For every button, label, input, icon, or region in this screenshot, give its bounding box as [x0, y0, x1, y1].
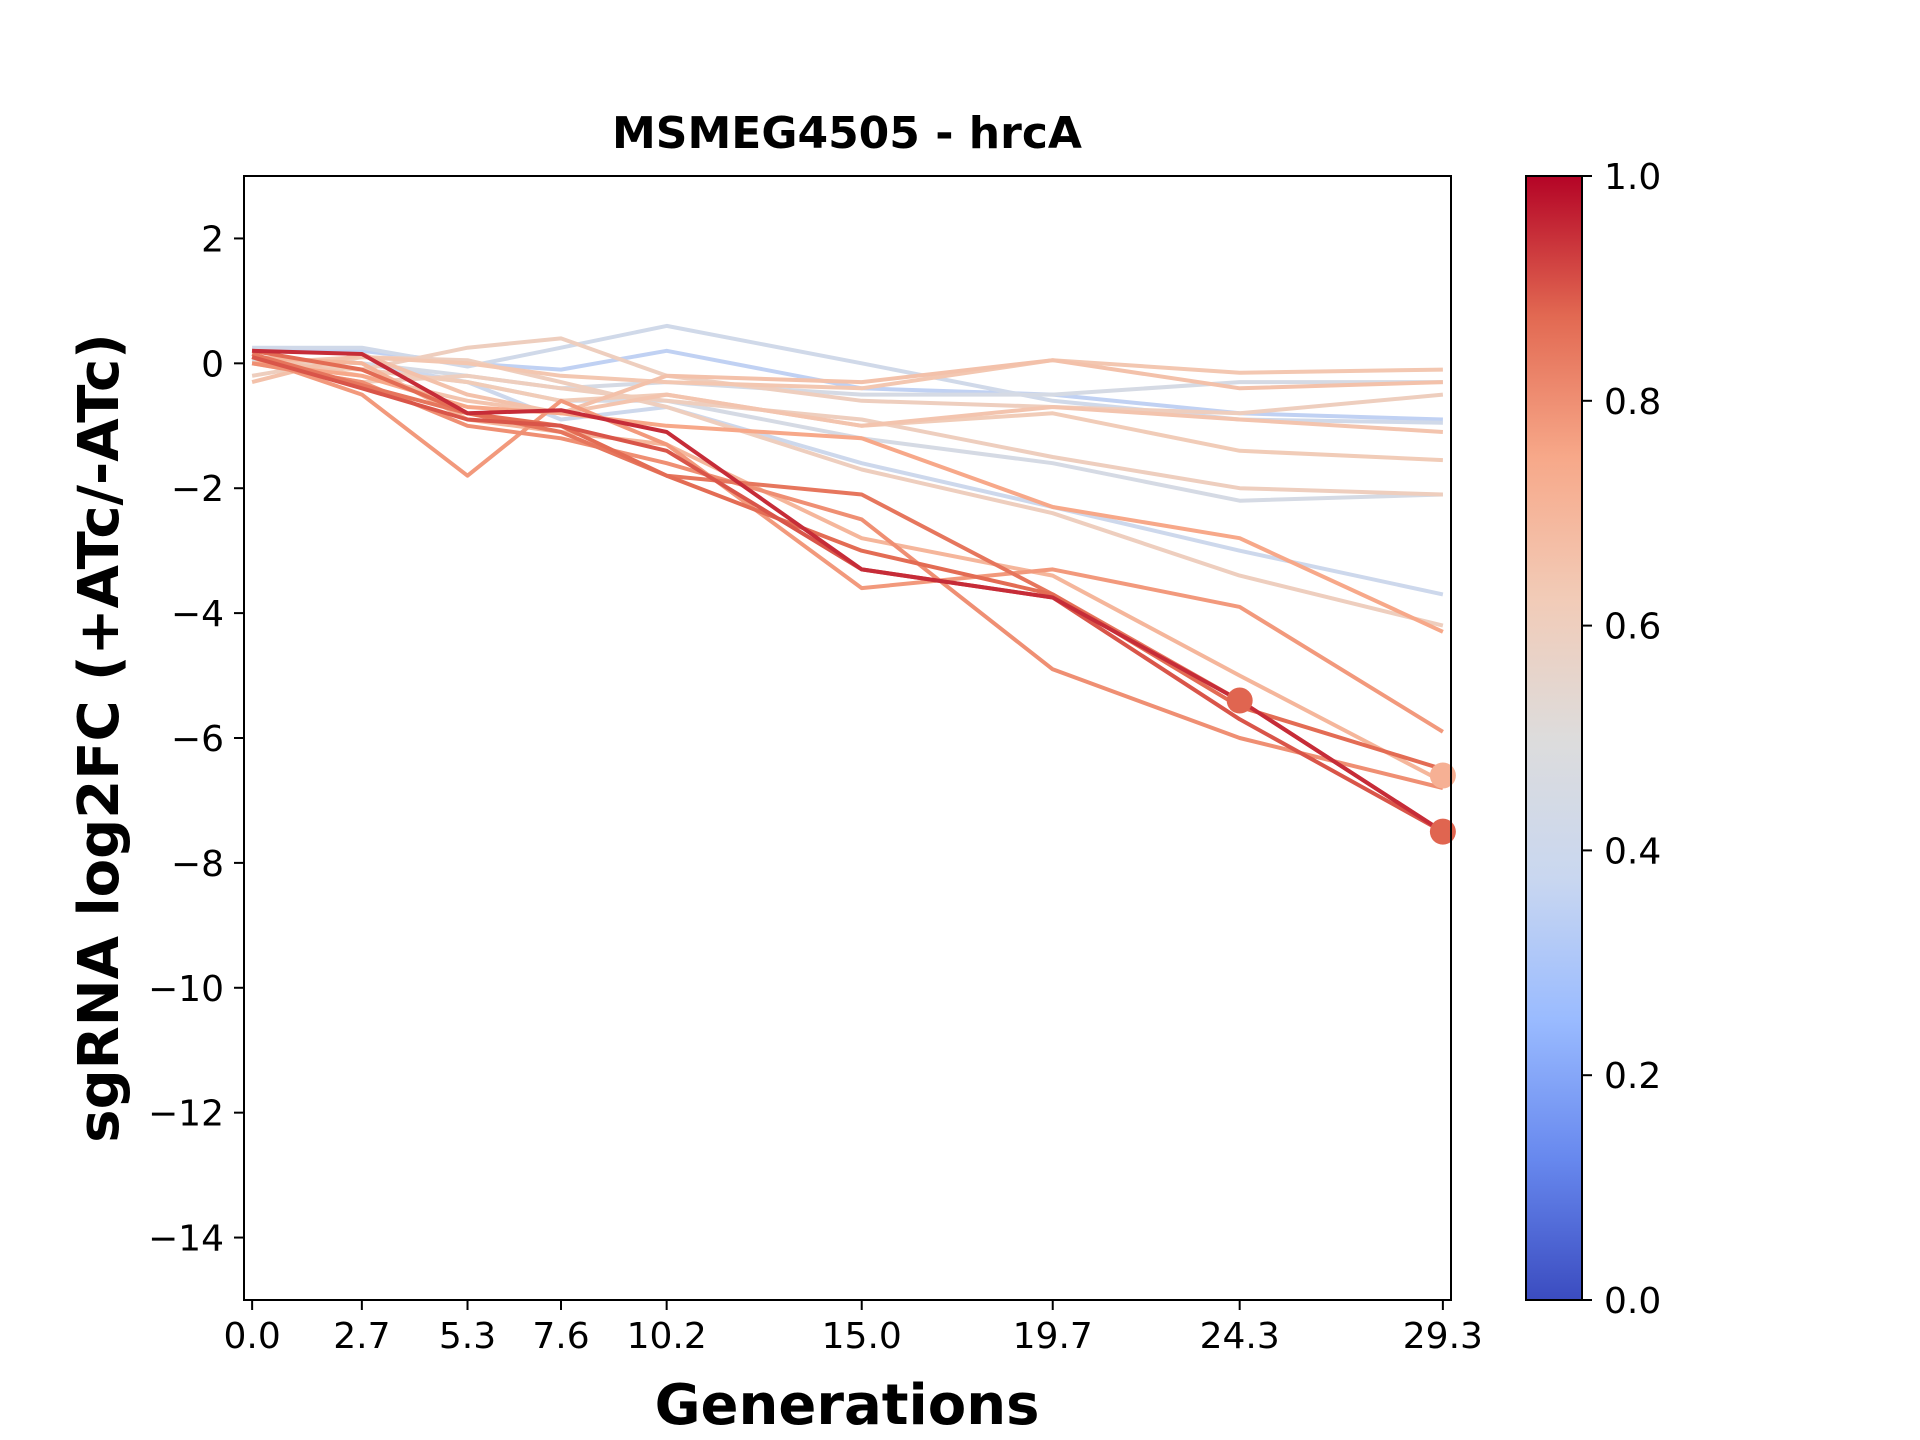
y-tick-label: −10 — [148, 969, 224, 1010]
y-tick-label: −2 — [171, 469, 224, 510]
x-tick-label: 2.7 — [333, 1316, 390, 1357]
colorbar-tick-label: 0.0 — [1604, 1281, 1661, 1322]
colorbar-tick-label: 0.6 — [1604, 607, 1661, 648]
data-point-marker — [1226, 687, 1253, 714]
series-line — [251, 355, 1444, 734]
x-tick-label: 24.3 — [1200, 1316, 1280, 1357]
y-tick-label: 0 — [201, 344, 224, 385]
series-layer — [251, 323, 1444, 834]
y-tick-label: −4 — [171, 594, 224, 635]
x-tick-label: 0.0 — [223, 1316, 280, 1357]
x-tick-label: 5.3 — [439, 1316, 496, 1357]
data-point-marker — [1429, 818, 1456, 845]
colorbar-axis: 0.0 0.2 0.4 0.6 0.8 1.0 — [1582, 157, 1661, 1322]
series-line — [252, 323, 1443, 425]
chart-title: MSMEG4505 - hrcA — [612, 108, 1082, 159]
colorbar-tick-label: 1.0 — [1604, 157, 1661, 198]
marker-layer — [1226, 687, 1456, 845]
series-line — [251, 355, 1444, 834]
x-axis: 0.0 2.7 5.3 7.6 10.2 15.0 19.7 24.3 29.3 — [223, 1300, 1483, 1357]
x-tick-label: 7.6 — [532, 1316, 589, 1357]
x-tick-label: 15.0 — [822, 1316, 902, 1357]
series-line — [251, 355, 1443, 391]
series-line — [251, 348, 1444, 772]
y-tick-label: −6 — [171, 719, 224, 760]
colorbar — [1525, 175, 1583, 1301]
x-axis-label: Generations — [655, 1373, 1040, 1438]
series-line — [251, 352, 1443, 416]
y-axis-label: sgRNA log2FC (+ATc/-ATc) — [67, 333, 132, 1143]
x-tick-label: 19.7 — [1013, 1316, 1093, 1357]
series-line — [252, 348, 1444, 834]
y-tick-label: −12 — [148, 1094, 224, 1135]
y-tick-label: −14 — [148, 1219, 224, 1260]
colorbar-tick-label: 0.4 — [1604, 831, 1661, 872]
y-tick-label: 2 — [201, 219, 224, 260]
x-tick-label: 10.2 — [627, 1316, 707, 1357]
colorbar-tick-label: 0.2 — [1604, 1056, 1661, 1097]
data-point-marker — [1429, 762, 1456, 789]
y-tick-label: −8 — [171, 844, 224, 885]
colorbar-tick-label: 0.8 — [1604, 382, 1661, 423]
x-tick-label: 29.3 — [1403, 1316, 1483, 1357]
y-axis: 2 0 −2 −4 −6 −8 −10 −12 −14 — [148, 219, 244, 1260]
